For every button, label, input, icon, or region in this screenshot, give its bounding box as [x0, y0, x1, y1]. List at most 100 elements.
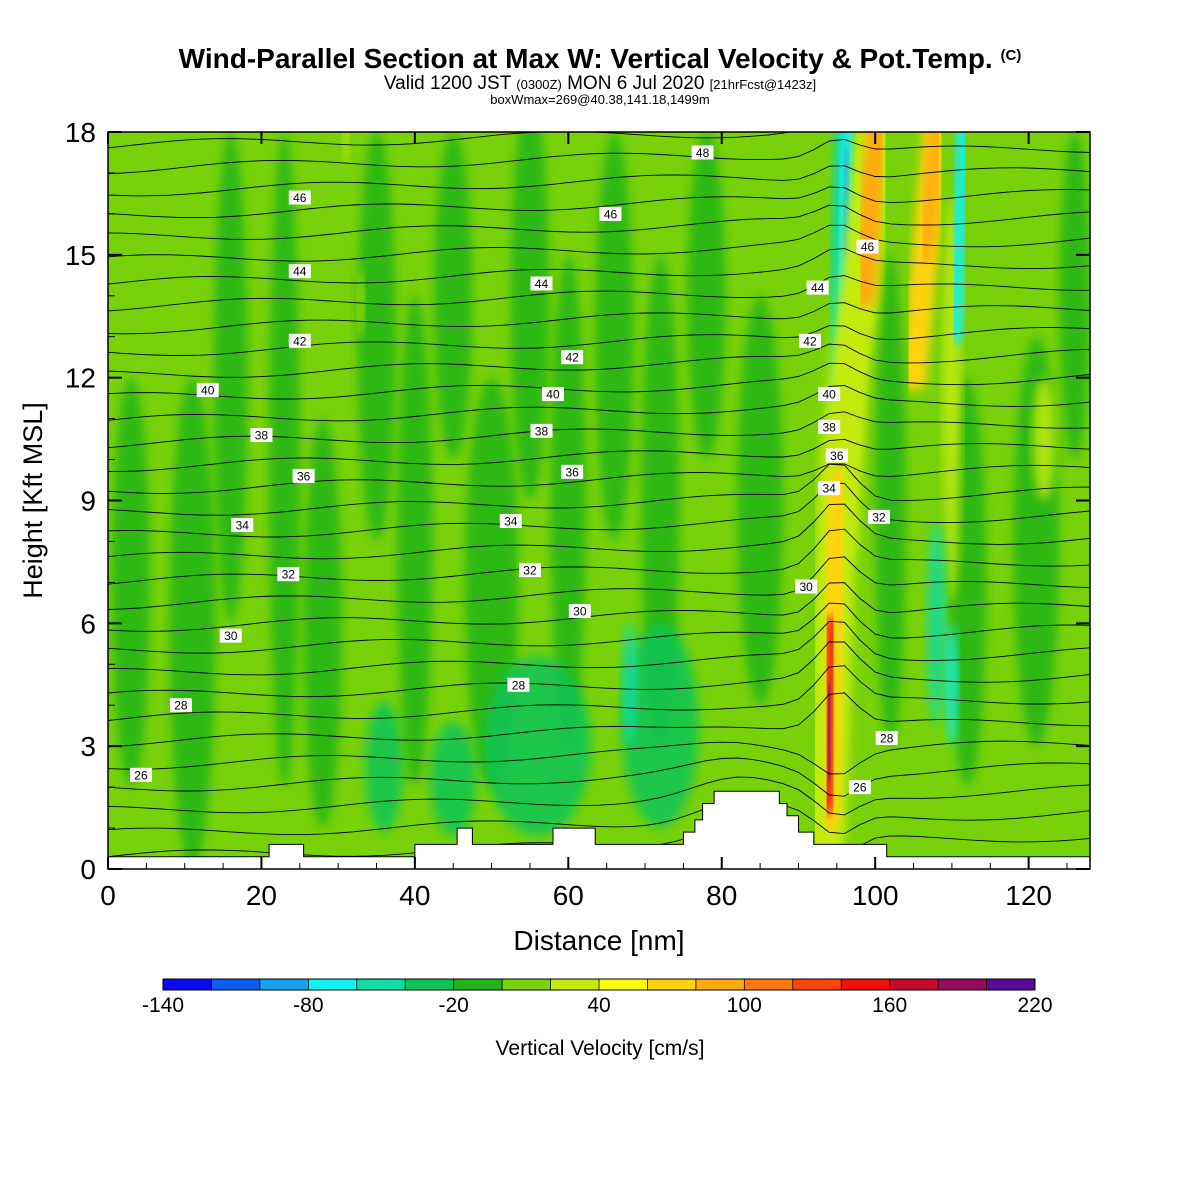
contour-label: 26	[848, 780, 871, 795]
contour-label-box	[277, 567, 300, 582]
contour-label-box	[825, 448, 848, 463]
velocity-cell	[111, 377, 151, 788]
theta-contour-line	[108, 325, 1090, 356]
contour-label-box	[288, 190, 311, 205]
contour-label-box	[530, 423, 553, 438]
contour-label: 42	[798, 333, 821, 348]
contour-label-box	[129, 767, 152, 782]
colorbar-tick-label: 220	[1017, 994, 1052, 1017]
theta-contour-line	[108, 165, 1090, 197]
colorbar-swatch	[211, 979, 261, 990]
contour-label-text: 40	[822, 388, 836, 402]
colorbar-swatch	[599, 979, 648, 990]
theta-contour-line	[108, 692, 1090, 748]
colorbar-frame	[162, 978, 1036, 991]
theta-contour-line	[108, 186, 1090, 219]
contour-label: 38	[818, 419, 841, 434]
contour-label-text: 32	[872, 510, 886, 524]
theta-contour-line	[108, 503, 1090, 560]
theta-contour-line	[108, 776, 1090, 816]
contour-label-text: 34	[504, 514, 518, 528]
theta-contour-line	[108, 602, 1090, 654]
theta-contour-line	[108, 463, 1090, 494]
y-tick-label: 15	[65, 240, 96, 271]
contour-label-box	[568, 604, 591, 619]
colorbar-swatch	[647, 979, 697, 990]
contour-label: 44	[806, 280, 829, 295]
contour-label-text: 38	[535, 424, 549, 438]
contour-label-text: 28	[512, 678, 526, 692]
velocity-cell	[342, 132, 349, 165]
contour-label-text: 28	[880, 731, 894, 745]
contour-label-text: 40	[546, 388, 560, 402]
velocity-cell	[434, 132, 473, 460]
velocity-cell	[550, 254, 586, 747]
colorbar: -140 -80 -20 40 100 160 220	[142, 978, 1053, 1017]
theta-contour-line	[108, 138, 1090, 175]
contour-label: 42	[561, 350, 584, 365]
contour-label-text: 36	[830, 449, 844, 463]
contour-label-text: 30	[224, 629, 238, 643]
velocity-cell	[358, 271, 365, 337]
velocity-cell	[1032, 377, 1056, 501]
box-info: boxWmax=269@40.38,141.18,1499m	[490, 92, 710, 107]
x-tick-label: 20	[246, 880, 277, 911]
contour-label-box	[561, 350, 584, 365]
colorbar-tick-label: -140	[142, 994, 184, 1017]
contour-label: 34	[231, 518, 254, 533]
contour-label-box	[806, 280, 829, 295]
colorbar-swatch	[453, 979, 503, 990]
contour-label-box	[250, 427, 273, 442]
contour-label-box	[169, 698, 192, 713]
contour-label: 40	[196, 382, 219, 397]
contour-label-box	[530, 276, 553, 291]
contour-label-box	[798, 333, 821, 348]
colorbar-swatch	[986, 979, 1036, 990]
velocity-cell	[622, 623, 638, 747]
colorbar-swatch	[405, 979, 455, 990]
x-tick-label: 80	[706, 880, 737, 911]
theta-contour-line	[108, 362, 1090, 400]
theta-contour-line	[108, 740, 1090, 775]
contour-label-box	[875, 730, 898, 745]
theta-contour-line	[108, 248, 1090, 285]
contour-label-box	[561, 464, 584, 479]
terrain-mask	[107, 790, 1091, 870]
colorbar-swatch	[841, 979, 891, 990]
theta-contour-line	[108, 463, 1090, 516]
contour-label: 44	[288, 264, 311, 279]
contour-label-box	[288, 333, 311, 348]
contour-label-box	[541, 387, 564, 402]
contour-label: 28	[507, 677, 530, 692]
contour-label-text: 38	[255, 428, 269, 442]
y-tick-label: 12	[65, 363, 96, 394]
contour-label: 26	[129, 767, 152, 782]
contour-label: 38	[250, 427, 273, 442]
theta-contour-line	[108, 275, 1090, 312]
contour-label-box	[219, 628, 242, 643]
chart-title: Wind-Parallel Section at Max W: Vertical…	[178, 43, 1022, 74]
contour-label-box	[795, 579, 818, 594]
contour-label-text: 32	[523, 564, 537, 578]
contour-label: 28	[169, 698, 192, 713]
terrain-profile	[107, 790, 1091, 870]
colorbar-swatch	[792, 979, 842, 990]
x-tick-label: 0	[100, 880, 116, 911]
contour-label-text: 46	[861, 240, 875, 254]
theta-contour-line	[108, 620, 1090, 676]
colorbar-swatch	[744, 979, 794, 990]
contour-label: 42	[288, 333, 311, 348]
contour-label-text: 30	[799, 580, 813, 594]
x-tick-label: 120	[1005, 880, 1052, 911]
colorbar-swatch	[356, 979, 406, 990]
y-axis-label: Height [Kft MSL]	[18, 402, 48, 599]
theta-contour-line	[108, 302, 1090, 335]
velocity-cell	[430, 721, 477, 837]
velocity-cell	[622, 623, 699, 829]
contour-label: 30	[795, 579, 818, 594]
contour-label-text: 46	[293, 191, 307, 205]
velocity-cell	[687, 132, 726, 460]
contour-label-text: 38	[822, 420, 836, 434]
contour-label-text: 42	[803, 334, 817, 348]
